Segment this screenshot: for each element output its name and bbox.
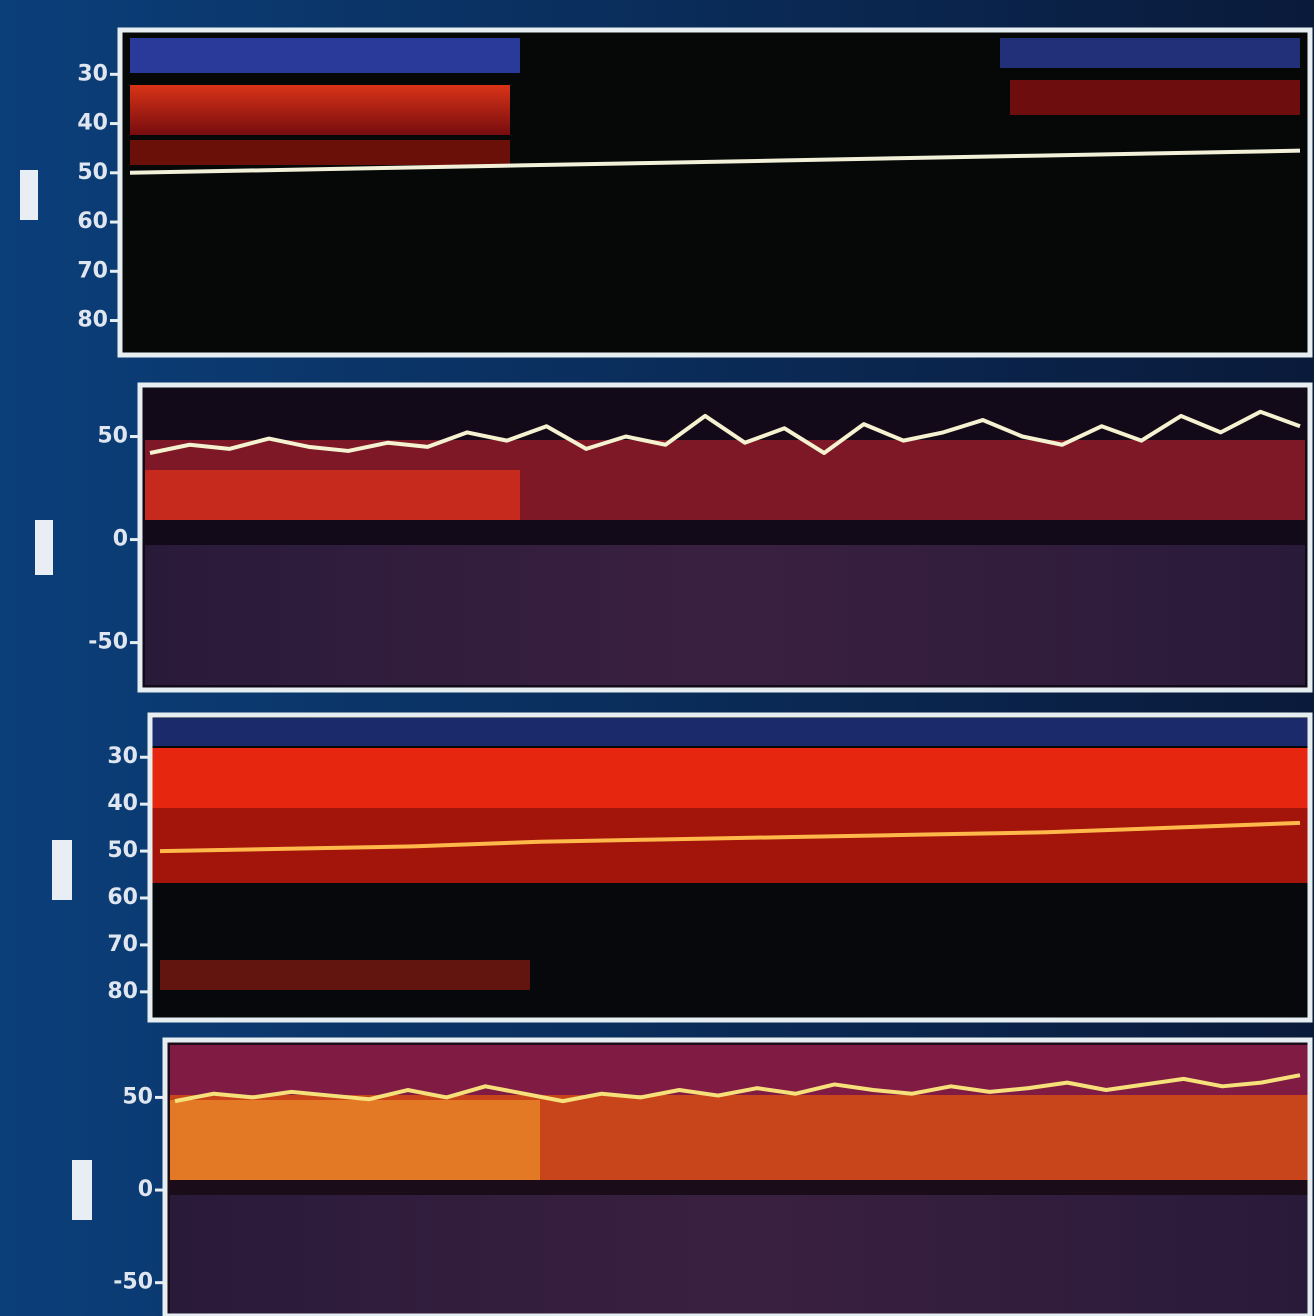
y-tick-label: 30: [107, 744, 138, 769]
panel-bg: [120, 30, 1310, 355]
band: [130, 140, 510, 165]
band: [170, 1045, 1310, 1095]
band: [1000, 38, 1300, 68]
y-tick-label: 80: [107, 979, 138, 1004]
band: [170, 1100, 540, 1180]
axis-caption: [35, 520, 53, 575]
axis-caption: [72, 1160, 92, 1220]
axis-caption: [20, 170, 38, 220]
band: [150, 748, 1310, 808]
y-tick-label: 0: [138, 1177, 153, 1202]
axis-caption: [52, 840, 72, 900]
y-tick-label: 30: [77, 61, 108, 86]
y-tick-label: 50: [97, 424, 128, 449]
band: [145, 470, 520, 520]
y-tick-label: 60: [77, 209, 108, 234]
y-tick-label: 50: [107, 838, 138, 863]
y-tick-label: 40: [77, 111, 108, 136]
y-tick-label: 40: [107, 791, 138, 816]
y-tick-label: 0: [113, 527, 128, 552]
y-tick-label: 50: [77, 160, 108, 185]
band: [160, 960, 530, 990]
y-tick-label: 70: [107, 932, 138, 957]
band: [145, 545, 1305, 685]
y-tick-label: -50: [88, 630, 128, 655]
y-tick-label: -50: [113, 1270, 153, 1295]
page: 304050607080500-50304050607080500-50 (()…: [0, 0, 1314, 1316]
y-tick-label: 50: [122, 1084, 153, 1109]
band: [1010, 80, 1300, 115]
y-tick-label: 60: [107, 885, 138, 910]
band: [170, 1195, 1310, 1316]
monitor-screen: 30 40 50 60 70 80 50 0 -50 30 40 50 60 70 80 50 0 -50: [0, 0, 1314, 1316]
y-tick-label: 80: [77, 308, 108, 333]
band: [150, 808, 1310, 883]
band: [130, 38, 520, 73]
y-tick-label: 70: [77, 258, 108, 283]
band: [130, 85, 510, 135]
band: [150, 718, 1310, 746]
